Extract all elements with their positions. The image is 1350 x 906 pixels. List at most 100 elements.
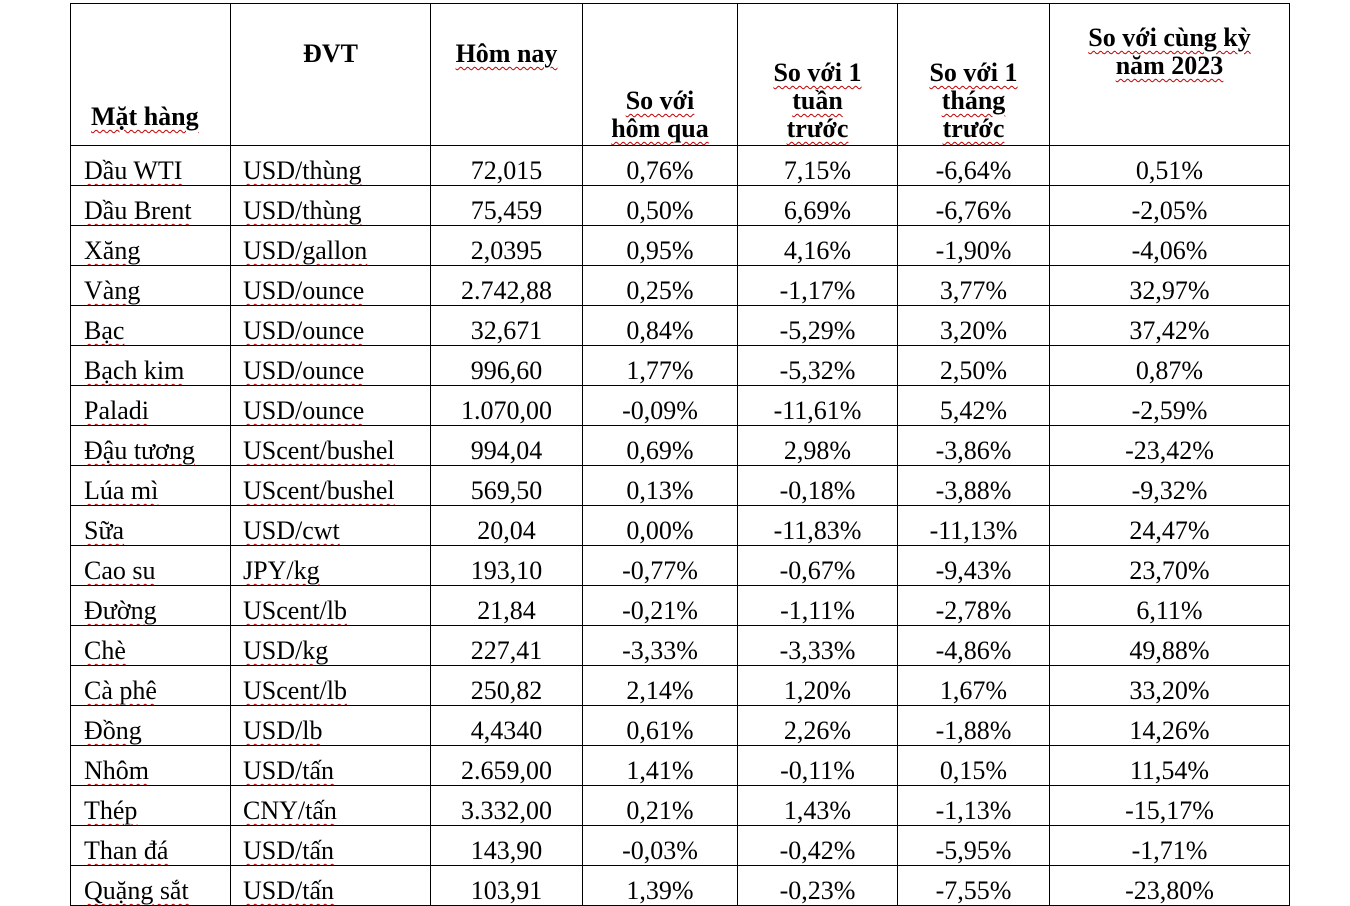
cell-vs-year: 37,42% xyxy=(1049,305,1290,346)
cell-item: Chè xyxy=(70,625,231,666)
table-row: Xăng USD/gallon 2,0395 0,95% 4,16% -1,90% -4,0… xyxy=(70,225,1290,266)
cell-item: Bạc xyxy=(70,305,231,346)
cell-unit: UScent/lb xyxy=(230,585,431,626)
table-row: Than đá USD/tấn 143,90 -0,03% -0,42% -5,95% -1… xyxy=(70,825,1290,866)
cell-today: 72,015 xyxy=(430,145,583,186)
cell-vs-month: -1,88% xyxy=(897,705,1050,746)
cell-vs-month: 2,50% xyxy=(897,345,1050,386)
cell-vs-month: 5,42% xyxy=(897,385,1050,426)
cell-vs-year: 6,11% xyxy=(1049,585,1290,626)
header-item: Mặt hàng xyxy=(70,3,231,146)
cell-vs-yesterday: 0,69% xyxy=(582,425,738,466)
table-row: Dầu WTI USD/thùng 72,015 0,76% 7,15% -6,64% 0,… xyxy=(70,145,1290,186)
cell-vs-yesterday: 0,21% xyxy=(582,785,738,826)
cell-today: 32,671 xyxy=(430,305,583,346)
cell-unit: USD/tấn xyxy=(230,865,431,906)
table-row: Đồng USD/lb 4,4340 0,61% 2,26% -1,88% 14,26% xyxy=(70,705,1290,746)
table-row: Đậu tương UScent/bushel 994,04 0,69% 2,98% -3… xyxy=(70,425,1290,466)
cell-unit: USD/gallon xyxy=(230,225,431,266)
header-vs-yesterday: So với hôm qua xyxy=(582,3,738,146)
cell-today: 227,41 xyxy=(430,625,583,666)
cell-vs-yesterday: -0,21% xyxy=(582,585,738,626)
cell-vs-year: -4,06% xyxy=(1049,225,1290,266)
cell-vs-week: 1,20% xyxy=(737,665,898,706)
table-row: Bạch kim USD/ounce 996,60 1,77% -5,32% 2,50% 0… xyxy=(70,345,1290,386)
cell-vs-week: 2,98% xyxy=(737,425,898,466)
cell-today: 75,459 xyxy=(430,185,583,226)
cell-item: Thép xyxy=(70,785,231,826)
cell-vs-year: 24,47% xyxy=(1049,505,1290,546)
cell-vs-year: 33,20% xyxy=(1049,665,1290,706)
cell-vs-week: -11,83% xyxy=(737,505,898,546)
cell-today: 21,84 xyxy=(430,585,583,626)
cell-vs-yesterday: 0,76% xyxy=(582,145,738,186)
cell-unit: USD/kg xyxy=(230,625,431,666)
cell-vs-yesterday: 1,41% xyxy=(582,745,738,786)
cell-item: Đường xyxy=(70,585,231,626)
cell-vs-yesterday: 0,95% xyxy=(582,225,738,266)
cell-vs-week: -1,11% xyxy=(737,585,898,626)
cell-item: Sữa xyxy=(70,505,231,546)
cell-item: Đậu tương xyxy=(70,425,231,466)
table-row: Bạc USD/ounce 32,671 0,84% -5,29% 3,20% 37,42% xyxy=(70,305,1290,346)
cell-vs-week: -0,42% xyxy=(737,825,898,866)
table-row: Cao su JPY/kg 193,10 -0,77% -0,67% -9,43% 23,7… xyxy=(70,545,1290,586)
cell-item: Bạch kim xyxy=(70,345,231,386)
cell-vs-month: -2,78% xyxy=(897,585,1050,626)
cell-item: Paladi xyxy=(70,385,231,426)
header-vs-month: So với 1 tháng trước xyxy=(897,3,1050,146)
cell-vs-month: -7,55% xyxy=(897,865,1050,906)
cell-vs-week: -0,18% xyxy=(737,465,898,506)
cell-today: 569,50 xyxy=(430,465,583,506)
cell-vs-year: 32,97% xyxy=(1049,265,1290,306)
cell-vs-yesterday: -0,09% xyxy=(582,385,738,426)
cell-vs-year: 11,54% xyxy=(1049,745,1290,786)
cell-today: 2.659,00 xyxy=(430,745,583,786)
cell-vs-yesterday: 0,25% xyxy=(582,265,738,306)
cell-vs-yesterday: 0,00% xyxy=(582,505,738,546)
cell-item: Dầu Brent xyxy=(70,185,231,226)
header-vs-week: So với 1 tuần trước xyxy=(737,3,898,146)
cell-vs-month: 1,67% xyxy=(897,665,1050,706)
cell-vs-week: -0,67% xyxy=(737,545,898,586)
cell-unit: UScent/lb xyxy=(230,665,431,706)
cell-vs-week: -5,32% xyxy=(737,345,898,386)
cell-unit: JPY/kg xyxy=(230,545,431,586)
cell-item: Vàng xyxy=(70,265,231,306)
cell-today: 996,60 xyxy=(430,345,583,386)
cell-vs-year: 49,88% xyxy=(1049,625,1290,666)
cell-vs-yesterday: 0,84% xyxy=(582,305,738,346)
cell-today: 2,0395 xyxy=(430,225,583,266)
cell-vs-week: -5,29% xyxy=(737,305,898,346)
cell-unit: USD/ounce xyxy=(230,305,431,346)
cell-vs-year: 0,51% xyxy=(1049,145,1290,186)
table-row: Sữa USD/cwt 20,04 0,00% -11,83% -11,13% 24,47% xyxy=(70,505,1290,546)
commodity-price-table-container: Mặt hàng ĐVT Hôm nay So với hôm qua So v… xyxy=(70,3,1290,906)
cell-today: 193,10 xyxy=(430,545,583,586)
cell-vs-year: -9,32% xyxy=(1049,465,1290,506)
table-row: Nhôm USD/tấn 2.659,00 1,41% -0,11% 0,15% 11,54… xyxy=(70,745,1290,786)
cell-today: 250,82 xyxy=(430,665,583,706)
cell-vs-year: -2,05% xyxy=(1049,185,1290,226)
cell-item: Cao su xyxy=(70,545,231,586)
cell-vs-yesterday: 0,50% xyxy=(582,185,738,226)
cell-unit: USD/thùng xyxy=(230,185,431,226)
cell-today: 143,90 xyxy=(430,825,583,866)
cell-today: 3.332,00 xyxy=(430,785,583,826)
cell-item: Lúa mì xyxy=(70,465,231,506)
table-row: Đường UScent/lb 21,84 -0,21% -1,11% -2,78% 6,1… xyxy=(70,585,1290,626)
cell-unit: UScent/bushel xyxy=(230,465,431,506)
cell-vs-week: -0,23% xyxy=(737,865,898,906)
cell-vs-month: -4,86% xyxy=(897,625,1050,666)
cell-vs-yesterday: -0,03% xyxy=(582,825,738,866)
cell-vs-month: -6,76% xyxy=(897,185,1050,226)
table-row: Quặng sắt USD/tấn 103,91 1,39% -0,23% -7,55% -… xyxy=(70,865,1290,906)
cell-vs-month: -11,13% xyxy=(897,505,1050,546)
cell-unit: UScent/bushel xyxy=(230,425,431,466)
table-row: Dầu Brent USD/thùng 75,459 0,50% 6,69% -6,76%… xyxy=(70,185,1290,226)
cell-unit: USD/thùng xyxy=(230,145,431,186)
cell-unit: USD/ounce xyxy=(230,265,431,306)
cell-vs-yesterday: 1,39% xyxy=(582,865,738,906)
cell-today: 103,91 xyxy=(430,865,583,906)
header-unit: ĐVT xyxy=(230,3,431,146)
